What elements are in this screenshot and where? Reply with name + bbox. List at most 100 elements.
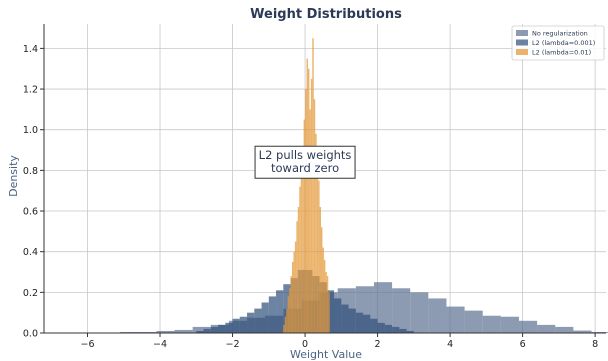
bar-series2-31 — [328, 292, 330, 333]
bar-series0-19 — [446, 306, 465, 333]
bar-series1-25 — [377, 322, 385, 333]
bar-series1-10 — [268, 296, 277, 333]
bar-series2-8 — [294, 241, 297, 333]
bar-series2-3 — [287, 296, 290, 333]
bar-series2-23 — [316, 160, 319, 333]
bar-series0-18 — [428, 298, 447, 333]
chart-title: Weight Distributions — [250, 7, 402, 22]
bar-series2-28 — [323, 259, 326, 333]
histogram-bars — [102, 38, 608, 334]
legend-label-1: L2 (lambda=0.001) — [532, 39, 595, 47]
bar-series2-16 — [306, 58, 308, 334]
bar-series1-0 — [196, 330, 204, 333]
bar-series1-1 — [203, 328, 211, 333]
bar-series2-17 — [307, 68, 310, 333]
y-tick-label-3: 0.6 — [23, 207, 38, 218]
bar-series2-18 — [309, 109, 311, 333]
y-tick-label-2: 0.4 — [23, 247, 38, 258]
bar-series0-5 — [192, 326, 211, 333]
bar-series1-29 — [406, 330, 414, 333]
bar-series0-20 — [464, 310, 483, 333]
bar-series2-2 — [286, 308, 288, 333]
x-tick-label-1: −4 — [153, 339, 167, 350]
legend-swatch-0 — [516, 30, 528, 36]
bar-series1-27 — [392, 326, 400, 333]
y-tick-label-6: 1.2 — [23, 85, 38, 96]
bar-series2-19 — [310, 78, 313, 334]
bar-series2-24 — [318, 180, 320, 333]
bar-series2-14 — [303, 119, 306, 333]
bar-series2-15 — [305, 89, 307, 333]
bar-series2-25 — [319, 206, 322, 333]
x-tick-label-0: −6 — [81, 339, 95, 350]
legend-label-0: No regularization — [532, 30, 588, 38]
bar-series0-27 — [591, 331, 608, 333]
y-tick-label-7: 1.4 — [23, 44, 38, 55]
series-2 — [283, 38, 330, 334]
bar-series0-24 — [537, 324, 556, 333]
bar-series1-26 — [384, 324, 393, 333]
x-tick-label-3: 0 — [302, 339, 308, 350]
bar-series1-5 — [232, 318, 240, 333]
bar-series1-19 — [334, 298, 342, 333]
bar-series0-16 — [392, 288, 411, 333]
bar-series2-4 — [289, 288, 291, 333]
annotation-line-0: L2 pulls weights — [259, 148, 352, 162]
y-tick-label-1: 0.2 — [23, 288, 38, 299]
bar-series0-21 — [482, 315, 501, 333]
axes — [43, 24, 606, 334]
bar-series0-2 — [138, 331, 157, 333]
bar-series1-4 — [225, 322, 233, 333]
bar-series2-13 — [302, 145, 304, 333]
bar-series0-26 — [573, 330, 592, 333]
annotation-line-1: toward zero — [271, 161, 339, 175]
x-tick-label-2: −2 — [226, 339, 240, 350]
y-axis-label: Density — [7, 155, 20, 197]
bar-series0-25 — [555, 326, 574, 333]
bar-series1-11 — [276, 290, 284, 333]
bar-series2-21 — [313, 99, 316, 333]
bar-series1-6 — [239, 316, 248, 333]
bar-series0-3 — [156, 330, 175, 333]
bar-series2-29 — [325, 272, 327, 333]
bar-series2-27 — [322, 247, 324, 333]
bar-series2-5 — [290, 276, 293, 333]
y-tick-label-0: 0.0 — [23, 329, 38, 340]
legend-frame — [511, 25, 605, 61]
bar-series1-18 — [326, 290, 335, 333]
x-tick-label-4: 2 — [375, 339, 381, 350]
bar-series2-0 — [283, 324, 285, 333]
bar-series0-4 — [174, 329, 193, 333]
legend-label-2: L2 (lambda=0.01) — [532, 49, 591, 57]
bar-series0-23 — [518, 320, 538, 333]
bar-series1-3 — [218, 324, 226, 333]
bar-series1-28 — [399, 328, 407, 333]
annotation-frame — [254, 145, 356, 179]
tick-labels: −6 −4 −2 0 2 4 6 8 0.0 0.2 0.4 0.6 0.8 1.0 1.2 1.4 — [23, 44, 598, 350]
bar-series2-11 — [299, 186, 301, 333]
bar-series1-24 — [370, 318, 378, 333]
bar-series2-10 — [297, 206, 300, 333]
x-tick-label-7: 8 — [592, 339, 598, 350]
bar-series1-20 — [341, 304, 349, 333]
bar-series1-9 — [261, 302, 269, 333]
bar-series0-17 — [410, 292, 429, 333]
bar-series2-7 — [293, 251, 295, 333]
y-tick-label-4: 0.8 — [23, 166, 38, 177]
bar-series2-20 — [312, 38, 314, 334]
bar-series1-22 — [355, 312, 364, 333]
bar-series2-12 — [300, 170, 303, 333]
bar-series2-1 — [284, 316, 287, 333]
bar-series0-22 — [500, 316, 519, 333]
bar-series1-21 — [348, 308, 356, 333]
x-tick-label-6: 6 — [520, 339, 526, 350]
bar-series0-1 — [120, 331, 139, 333]
bar-series2-22 — [315, 133, 317, 333]
legend-swatch-1 — [516, 39, 528, 46]
x-tick-label-5: 4 — [447, 339, 453, 350]
y-tick-label-5: 1.0 — [23, 125, 38, 136]
bar-series1-2 — [210, 326, 219, 333]
